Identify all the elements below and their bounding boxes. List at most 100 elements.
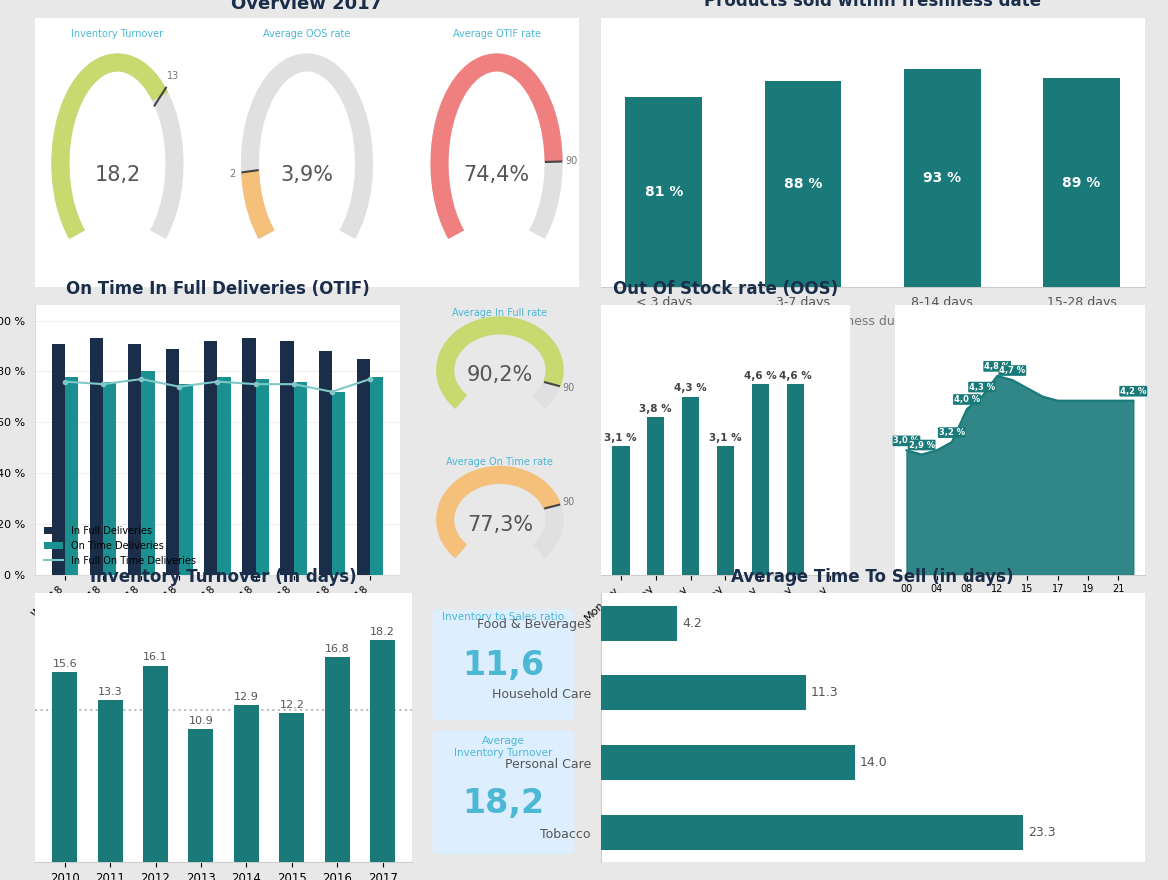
Text: 12.2: 12.2 [279,700,304,710]
Text: 23.3: 23.3 [1029,826,1056,840]
Text: by day of the week: by day of the week [672,647,779,657]
Text: Average On Time rate: Average On Time rate [446,458,554,467]
Title: Products sold within freshness date: Products sold within freshness date [704,0,1041,11]
Text: 4,0 %: 4,0 % [954,395,980,404]
Text: 13: 13 [167,71,180,81]
Bar [98,700,123,862]
Text: 11.3: 11.3 [811,686,839,700]
Text: 4,3 %: 4,3 % [969,383,995,392]
Text: 4,6 %: 4,6 % [779,370,812,381]
Bar [242,339,256,575]
Text: 4,8 %: 4,8 % [985,362,1010,370]
FancyBboxPatch shape [432,730,575,854]
Bar [293,382,307,575]
Text: 3,9%: 3,9% [280,165,334,185]
Bar [904,69,981,287]
Text: 18.2: 18.2 [370,627,395,637]
Bar [65,377,78,575]
Text: 90: 90 [562,497,575,508]
Title: On Time In Full Deliveries (OTIF): On Time In Full Deliveries (OTIF) [65,281,369,298]
Title: Overview 2017: Overview 2017 [231,0,383,13]
Bar [600,815,1023,850]
Bar [142,665,168,862]
Bar [600,676,806,710]
Title: Inventory Turnover (in days): Inventory Turnover (in days) [90,568,357,586]
Bar [280,341,293,575]
Text: 18,2: 18,2 [463,787,544,819]
Text: 4,2 %: 4,2 % [1120,386,1147,396]
Text: 16.1: 16.1 [144,652,168,663]
Bar [217,377,231,575]
Bar [612,446,630,575]
Text: 3,1 %: 3,1 % [605,433,637,443]
Text: 16.8: 16.8 [325,644,349,654]
Text: 12.9: 12.9 [234,692,259,701]
Title: Average Time To Sell (in days): Average Time To Sell (in days) [731,568,1014,586]
Bar [600,745,855,781]
Bar [204,341,217,575]
Bar [319,351,332,575]
Legend: In Full Deliveries, On Time Deliveries, In Full On Time Deliveries: In Full Deliveries, On Time Deliveries, … [40,522,200,569]
Text: 3,8 %: 3,8 % [639,404,672,414]
Bar [51,343,65,575]
Text: Average In Full rate: Average In Full rate [452,308,548,318]
Text: Inventory to Sales ratio: Inventory to Sales ratio [443,612,564,622]
Bar [356,359,370,575]
Bar [279,713,304,862]
Bar [765,81,841,287]
Text: Average
Inventory Turnover: Average Inventory Turnover [454,736,552,758]
Bar [188,730,214,862]
Text: 3,0 %: 3,0 % [894,436,919,445]
Text: 89 %: 89 % [1063,175,1100,189]
Text: 90,2%: 90,2% [467,365,533,385]
Text: 15.6: 15.6 [53,658,77,669]
Text: 74,4%: 74,4% [464,165,529,185]
Bar [717,446,735,575]
Bar [332,392,346,575]
Text: 14.0: 14.0 [860,756,888,769]
Bar [625,97,702,287]
Text: 4,3 %: 4,3 % [674,383,707,393]
Bar [752,385,769,575]
Bar [647,417,665,575]
Bar [370,640,395,862]
Text: 10.9: 10.9 [188,716,214,726]
Bar [786,385,804,575]
Text: 77,3%: 77,3% [467,515,533,535]
Bar [180,385,193,575]
Text: 18,2: 18,2 [95,165,140,185]
Title: Out Of Stock rate (OOS): Out Of Stock rate (OOS) [613,281,837,298]
Bar [256,379,269,575]
Text: Average OTIF rate: Average OTIF rate [452,29,541,40]
Bar [325,657,349,862]
Text: 93 %: 93 % [923,171,961,185]
Text: 90: 90 [562,384,575,393]
Text: 81 %: 81 % [645,185,683,199]
Text: Average OOS rate: Average OOS rate [263,29,350,40]
X-axis label: Freshness duration: Freshness duration [813,315,932,328]
Text: by hour of the day: by hour of the day [968,647,1071,657]
Text: 2: 2 [229,169,236,179]
Bar [234,705,259,862]
Text: 4,6 %: 4,6 % [744,370,777,381]
Bar [682,397,700,575]
Bar [370,377,383,575]
Text: 11,6: 11,6 [463,649,544,683]
Bar [166,348,180,575]
Bar [600,605,677,641]
Bar [53,671,77,862]
Text: 3,1 %: 3,1 % [709,433,742,443]
Text: 2,9 %: 2,9 % [909,441,934,450]
Text: 88 %: 88 % [784,177,822,191]
Bar [103,382,117,575]
FancyBboxPatch shape [432,610,575,720]
Bar [1043,78,1120,287]
Text: 4,7 %: 4,7 % [1000,366,1026,375]
Bar [127,343,141,575]
Bar [90,339,103,575]
Text: 3,2 %: 3,2 % [939,428,965,437]
Bar [141,371,154,575]
Text: Inventory Turnover: Inventory Turnover [71,29,164,40]
Text: 13.3: 13.3 [98,686,123,697]
Text: 4.2: 4.2 [682,617,702,629]
